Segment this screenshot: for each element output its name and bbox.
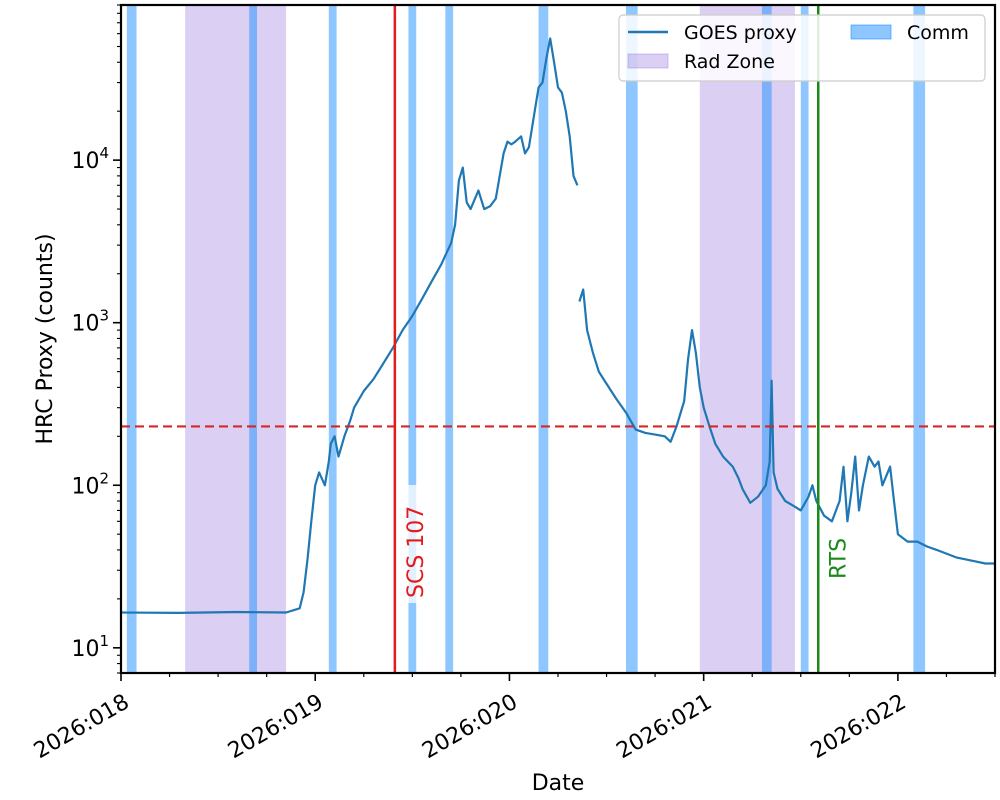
y-tick-label: 104: [71, 144, 109, 174]
scs107-label-bg: [404, 485, 429, 603]
legend-box: [618, 14, 986, 82]
comm-span: [761, 5, 772, 673]
comm-span: [538, 5, 549, 673]
comm-span: [249, 5, 257, 673]
plot-area: SCS 107 RTS: [121, 5, 995, 673]
comm-span: [445, 5, 454, 673]
comm-span: [328, 5, 337, 673]
comm-span: [800, 5, 809, 673]
goes-proxy-line: [578, 288, 995, 565]
x-tick-label: 2026:021: [612, 690, 716, 764]
goes-proxy-line: [121, 37, 579, 614]
x-tick-label: 2026:019: [224, 690, 328, 764]
legend-radzone-swatch: [627, 53, 669, 69]
comm-span: [913, 5, 926, 673]
legend-comm-label: Comm: [907, 22, 969, 44]
x-tick-label: 2026:020: [418, 690, 522, 764]
rad-zone-span: [185, 5, 287, 673]
comm-span: [625, 5, 638, 673]
y-axis-label: HRC Proxy (counts): [33, 233, 58, 444]
legend: GOES proxy Rad Zone Comm: [618, 14, 986, 82]
y-tick-label: 103: [71, 307, 109, 337]
legend-goes-label: GOES proxy: [684, 22, 797, 44]
legend-radzone-label: Rad Zone: [684, 51, 775, 73]
rts-label-bg: [828, 530, 853, 582]
legend-comm-swatch: [850, 24, 892, 40]
rad-zone-span: [699, 5, 795, 673]
x-tick-label: 2026:022: [807, 690, 911, 764]
comm-span: [126, 5, 137, 673]
x-tick-label: 2026:018: [30, 690, 134, 764]
y-tick-label: 102: [71, 469, 109, 499]
scs107-label: SCS 107: [404, 506, 429, 598]
rts-label: RTS: [826, 538, 851, 579]
comm-span: [408, 5, 417, 673]
y-tick-label: 101: [71, 632, 109, 662]
x-axis-label: Date: [532, 771, 585, 796]
